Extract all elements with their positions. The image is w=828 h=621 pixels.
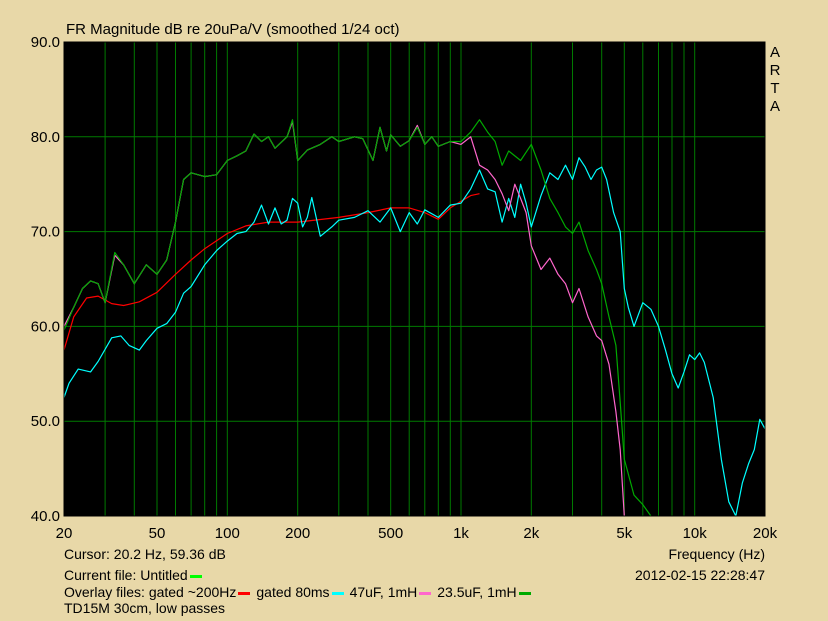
- x-tick-label: 500: [378, 525, 403, 542]
- current-file-label: Current file: Untitled: [64, 567, 188, 583]
- x-tick-label: 200: [285, 525, 310, 542]
- overlay-swatch-2: [331, 591, 344, 595]
- chart-title: FR Magnitude dB re 20uPa/V (smoothed 1/2…: [66, 21, 400, 38]
- cursor-readout: Cursor: 20.2 Hz, 59.36 dB: [64, 546, 226, 562]
- x-tick-label: 10k: [683, 525, 708, 542]
- overlay-label-1: gated ~200Hz: [148, 584, 237, 600]
- series-line-4: [63, 119, 652, 517]
- measurement-note: TD15M 30cm, low passes: [64, 600, 226, 616]
- overlay-files: Overlay files: gated ~200Hz gated 80ms 47u…: [64, 584, 537, 600]
- x-tick-label: 50: [149, 525, 166, 542]
- y-tick-label: 80.0: [31, 129, 60, 146]
- timestamp: 2012-02-15 22:28:47: [635, 567, 765, 583]
- overlay-swatch-3: [419, 591, 432, 595]
- y-tick-label: 90.0: [31, 34, 60, 51]
- x-tick-label: 20: [56, 525, 73, 542]
- overlay-swatch-4: [518, 591, 531, 595]
- brand-letter-2: R: [769, 62, 781, 79]
- x-tick-label: 5k: [616, 525, 632, 542]
- x-tick-label: 20k: [753, 525, 778, 542]
- plot-frame: [63, 41, 766, 517]
- x-tick-label: 100: [215, 525, 240, 542]
- current-file-swatch: [189, 574, 202, 578]
- y-tick-label: 70.0: [31, 224, 60, 241]
- series-line-1: [63, 193, 480, 351]
- brand-letter-1: A: [769, 44, 780, 61]
- y-tick-label: 60.0: [31, 318, 60, 335]
- y-tick-label: 40.0: [31, 508, 60, 525]
- overlay-label-3: 47uF, 1mH: [349, 584, 418, 600]
- x-tick-label: 2k: [523, 525, 539, 542]
- arta-brand: A R T A: [768, 44, 782, 116]
- overlay-label-2: gated 80ms: [256, 584, 330, 600]
- brand-letter-4: A: [769, 98, 780, 115]
- overlay-label-4: 23.5uF, 1mH: [437, 584, 517, 600]
- overlay-swatch-1: [238, 591, 251, 595]
- x-axis-label: Frequency (Hz): [668, 546, 765, 562]
- overlay-prefix: Overlay files:: [64, 584, 149, 600]
- x-tick-label: 1k: [453, 525, 469, 542]
- current-file: Current file: Untitled: [64, 567, 208, 583]
- brand-letter-3: T: [770, 80, 780, 97]
- plot-area: [64, 42, 765, 516]
- series-line-2: [63, 157, 766, 517]
- y-tick-label: 50.0: [31, 413, 60, 430]
